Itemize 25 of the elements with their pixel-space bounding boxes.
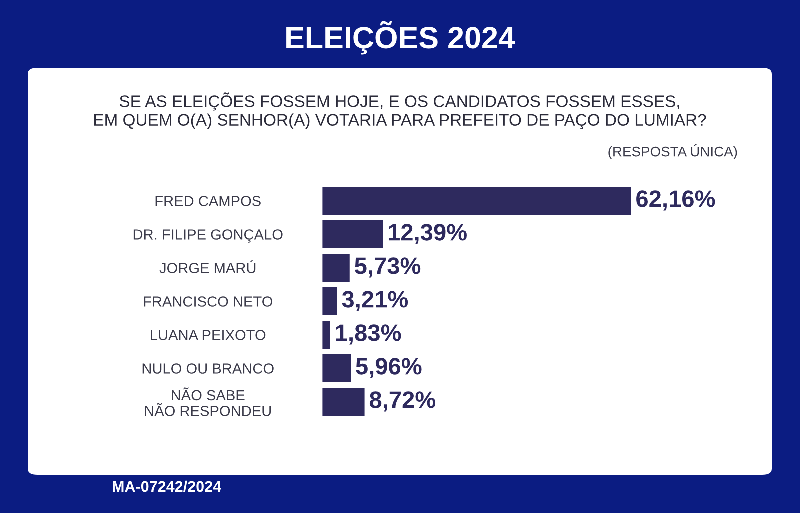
chart-title: ELEIÇÕES 2024 — [286, 21, 516, 55]
bar — [322, 386, 366, 418]
text: (RESPOSTA ÚNICA) — [608, 144, 738, 160]
y-tick-label: FRED CAMPOS — [156, 196, 261, 206]
y-tick-label: FRANCISCO NETO — [144, 296, 273, 307]
y-tick-label: NULO OU BRANCO — [142, 364, 274, 374]
data-label: 5,73% — [355, 258, 421, 278]
y-tick-label: JORGE MARÚ — [160, 260, 256, 274]
bar — [322, 252, 352, 284]
chart-subtitle: SE AS ELEIÇÕES FOSSEM HOJE, E OS CANDIDATOS FOSSEM ESSES, EM QUEM O(A) SENHOR(A) VOTARIA PARA PREFEITO DE PAÇO DO LUMIAR? — [94, 92, 706, 130]
text: MA-07242/2024 — [113, 480, 222, 492]
y-tick-label: LUANA PEIXOTO — [151, 330, 266, 340]
data-label: 3,21% — [342, 291, 408, 312]
bar — [322, 286, 339, 317]
bar — [322, 353, 352, 384]
y-tick-label: NÃO SABE NÃO RESPONDEU — [145, 388, 271, 416]
data-label: 8,72% — [370, 392, 436, 412]
bar — [322, 219, 384, 250]
bar — [322, 186, 633, 216]
y-tick-label: DR. FILIPE GONÇALO — [134, 230, 283, 243]
data-label: 5,96% — [356, 358, 422, 378]
data-label: 62,16% — [636, 190, 716, 211]
data-label: 12,39% — [388, 224, 467, 244]
data-label: 1,83% — [336, 324, 402, 345]
bar — [322, 320, 332, 350]
